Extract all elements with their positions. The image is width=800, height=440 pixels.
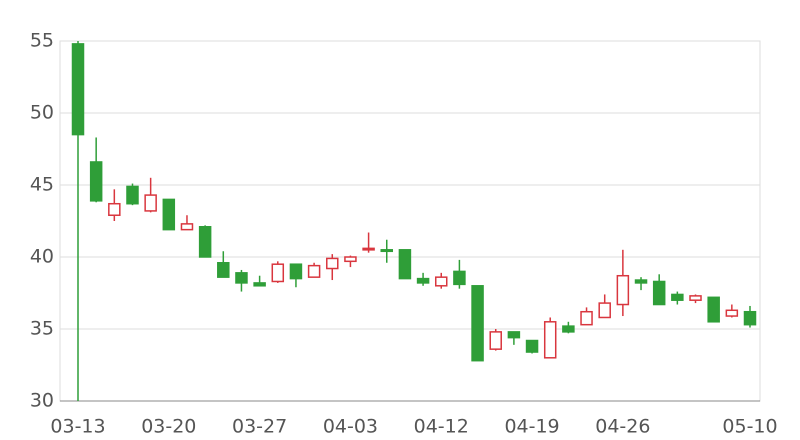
candle-body [743, 310, 757, 326]
candle-body [380, 249, 394, 253]
y-tick-label: 55 [30, 30, 54, 52]
candle-body [707, 296, 720, 323]
candle-body [289, 263, 303, 280]
candle-body [180, 223, 194, 231]
y-tick-label: 45 [30, 174, 54, 196]
y-tick-label: 35 [30, 318, 54, 340]
candle-body [326, 257, 339, 270]
candle-body [525, 339, 539, 353]
x-tick-label: 04-12 [414, 416, 469, 438]
x-tick-label: 04-19 [504, 416, 559, 438]
candle-body [471, 285, 484, 362]
x-tick-label: 05-10 [722, 416, 777, 438]
x-tick-label: 04-03 [323, 416, 378, 438]
candle-body [598, 302, 611, 319]
candle-body [362, 247, 375, 251]
candle-body [162, 198, 176, 231]
candle-body [307, 264, 321, 278]
candle-body [235, 272, 248, 284]
x-tick-label: 03-13 [50, 416, 105, 438]
candle-body [689, 295, 702, 301]
candle-body [126, 185, 139, 205]
candle-body [507, 331, 521, 339]
candle-body [71, 43, 85, 136]
x-tick-label: 03-20 [141, 416, 196, 438]
candle-body [725, 309, 739, 317]
candle-body [198, 226, 212, 258]
y-tick-label: 50 [30, 102, 54, 124]
candle-body [652, 280, 666, 306]
candle-body [616, 274, 630, 306]
x-tick-label: 04-26 [595, 416, 650, 438]
candle-body [562, 325, 575, 333]
candle-body [344, 256, 357, 263]
x-tick-label: 03-27 [232, 416, 287, 438]
candle-body [671, 293, 684, 301]
candle-body [144, 194, 157, 212]
candle-body [217, 262, 230, 278]
candle-body [543, 321, 557, 359]
candle-body [271, 263, 285, 283]
candle-body [634, 279, 648, 284]
candle-body [89, 161, 103, 202]
candle-body [398, 249, 412, 280]
candle-body [108, 202, 121, 216]
candle-body [453, 270, 466, 286]
y-tick-label: 30 [30, 390, 54, 412]
candle-body [434, 276, 448, 287]
candle-body [489, 331, 502, 350]
candle-body [416, 277, 430, 284]
candle-body [253, 282, 266, 287]
y-tick-label: 40 [30, 246, 54, 268]
candle-body [580, 310, 593, 326]
